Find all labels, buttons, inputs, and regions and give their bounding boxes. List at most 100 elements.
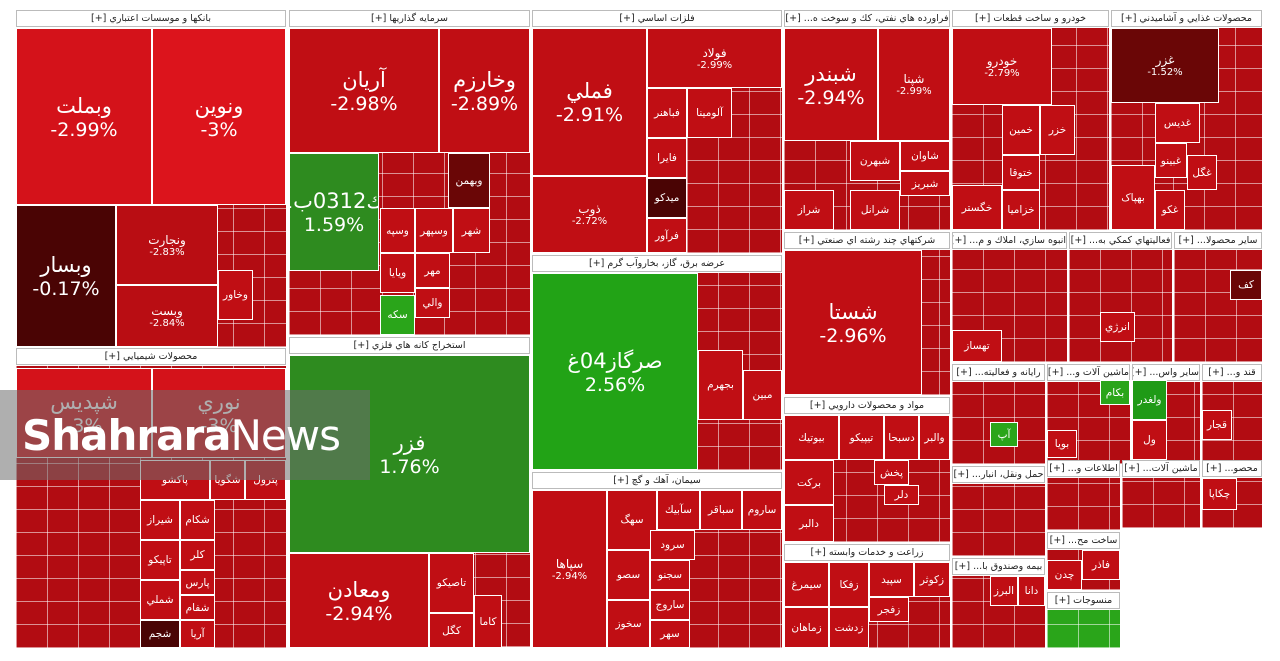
stock-name: وبملت [56,93,112,118]
stock-name: آلومينا [696,107,723,119]
stock-tile: فرآور [647,218,687,253]
stock-name: غديس [1163,117,1192,129]
stock-name: دالبر [799,517,819,530]
stock-name: خمين [1009,124,1033,136]
stock-tile: قجار [1202,410,1232,440]
stock-tile: ويايا [380,253,415,293]
stock-name: والي [422,297,443,309]
stock-tile: شملي [140,580,180,620]
stock-name: سپاها [555,556,584,571]
sector-header: سيمان، آهك و گچ [+] [532,472,782,489]
sector-body [1122,478,1200,528]
stock-change: -2.94% [325,602,393,625]
stock-tile: فايرا [647,138,687,178]
stock-change: -2.99% [50,118,118,141]
stock-tile: وخارزم -2.89% [439,28,530,153]
stock-name: غزر [1155,53,1175,67]
stock-name: بيوتيك [798,431,825,444]
stock-tile: سآبيك [657,490,700,530]
stock-name: فولاد [702,45,727,60]
stock-name: پارس [185,576,210,589]
stock-name: وبسار [40,253,92,277]
stock-tile: شستا -2.96% [784,250,922,395]
stock-change: 1.59% [303,214,365,236]
stock-tile: سكه [380,295,415,335]
stock-tile: شبريز [900,171,950,196]
stock-change: -2.99% [896,86,932,97]
stock-name: آريان [342,67,386,92]
stock-name: ختوقا [1009,166,1033,179]
stock-tile: غبينو [1155,143,1187,178]
stock-change: -2.83% [149,246,185,258]
stock-tile: پخش [874,460,909,485]
stock-name: شكام [185,514,210,526]
stock-name: مهر [424,264,441,277]
stock-name: تيپيكو [849,431,874,444]
stock-tile: ختوقا [1002,155,1040,190]
stock-tile: ميدكو [647,178,687,218]
stock-tile: ومعادن -2.94% [289,553,429,648]
stock-change: 2.56% [584,373,646,396]
stock-tile: وبملت -2.99% [16,28,152,205]
sector-header: قند و... [+] [1202,364,1262,381]
stock-tile: خودرو -2.79% [952,28,1052,105]
stock-name: شملي [146,594,174,606]
stock-name: سرود [660,539,685,551]
stock-name: ساروج [655,599,685,611]
stock-name: خگستر [961,201,993,214]
stock-name: والبر [924,431,945,444]
stock-tile: زدشت [829,607,869,648]
stock-tile: دسبحا [884,415,919,460]
stock-tile: البرز [990,576,1018,606]
stock-tile: والي [415,288,450,318]
stock-tile: آپ [990,422,1018,447]
stock-tile: سباقر [700,490,742,530]
stock-change: -1.52% [1147,67,1183,78]
stock-name: آريا [190,628,205,640]
stock-change: -2.94% [551,570,588,582]
stock-name: غگل [1192,166,1212,179]
stock-tile: سجنو [650,560,690,590]
stock-tile: ساروم [742,490,782,530]
sector-header: بيمه وصندوق با... [+] [952,558,1045,575]
stock-tile: زفجر [869,597,909,622]
sector-body [1069,250,1172,362]
stock-name: سهر [660,628,680,640]
sector-body [1047,610,1120,648]
stock-tile: فملي -2.91% [532,28,647,176]
stock-tile: ساروج [650,590,690,620]
stock-tile: شجم [140,620,180,648]
stock-name: خودرو [986,54,1018,68]
stock-name: ونوين [194,93,244,118]
stock-name: سكه [387,309,408,321]
stock-name: ونجارت [148,232,186,247]
stock-tile: شراز [784,190,834,230]
stock-name: شهر [461,224,482,237]
stock-tile: تيپيكو [839,415,884,460]
stock-name: آپ [997,428,1011,441]
stock-tile: آريان -2.98% [289,28,439,153]
stock-change: -2.89% [450,92,519,115]
sector-header: محصولات شيميايي [+] [16,348,286,365]
stock-name: صرگاز04غ [567,348,663,373]
sector-body [1174,250,1262,362]
stock-name: غبينو [1160,154,1182,167]
stock-name: فملي [566,79,613,103]
stock-change: -3% [200,118,238,141]
stock-name: فزر [393,431,426,455]
stock-change: -2.99% [696,59,733,71]
stock-name: شپنا [903,72,925,86]
stock-tile: زماهان [784,607,829,648]
sector-header: ساخت مح... [+] [1047,532,1120,549]
sector-header: فراورده هاي نفتي، كك و سوخت ه... [+] [784,10,950,27]
sector-header: اطلاعات و... [+] [1047,460,1120,477]
stock-name: دانا [1024,585,1039,597]
stock-tile: صرگاز04غ 2.56% [532,273,698,470]
stock-name: البرز [993,585,1015,597]
sector-body [952,382,1045,464]
stock-tile: بيوتيك [784,415,839,460]
stock-tile: وبهمن [448,153,490,208]
stock-tile: وبسار -0.17% [16,205,116,347]
sector-header: سرمايه گذاريها [+] [289,10,530,27]
stock-tile: دانا [1018,576,1045,606]
